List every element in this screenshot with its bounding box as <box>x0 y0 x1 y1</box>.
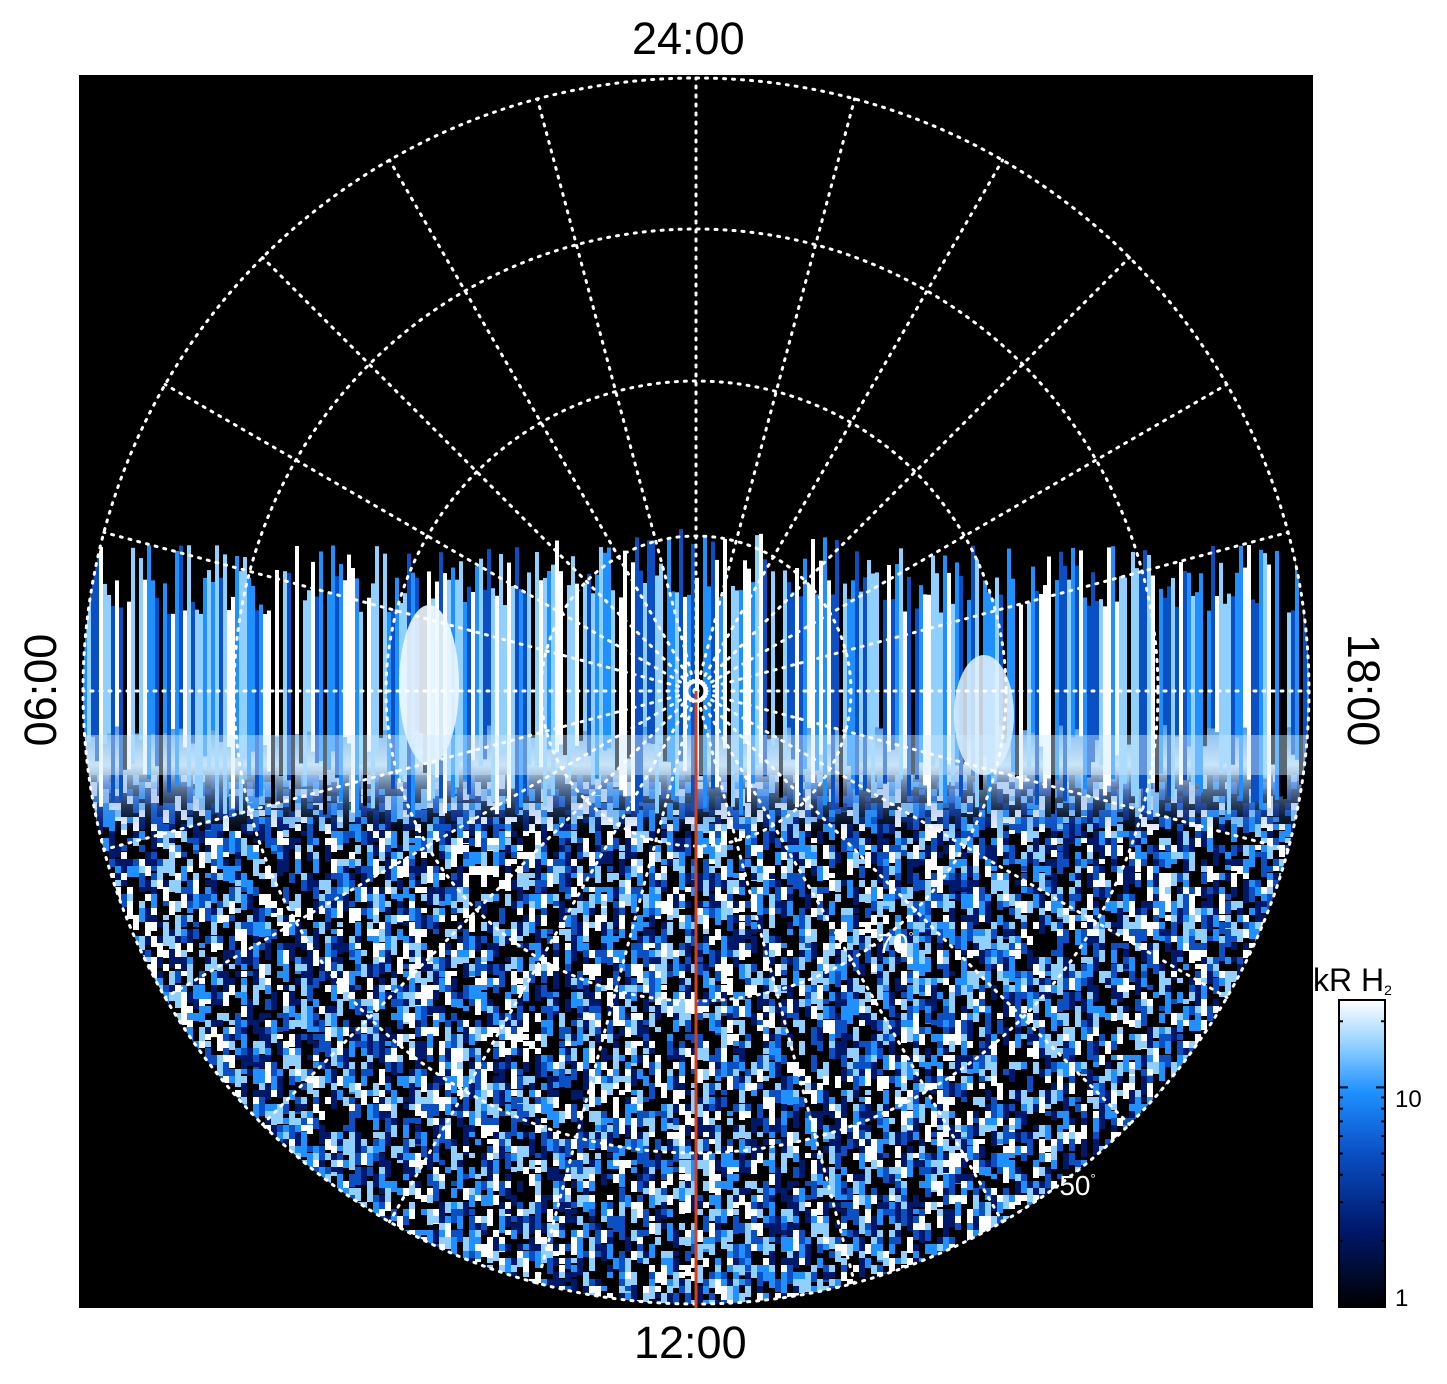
meridian-line-1 <box>694 97 857 693</box>
meridian-line-13 <box>535 689 698 1285</box>
meridian-line-15 <box>261 689 698 1126</box>
colorbar-tick-label-1: 1 <box>1395 1285 1409 1312</box>
degree-mark: ° <box>1090 1171 1096 1186</box>
meridian-line-17 <box>102 689 698 852</box>
meridian-line-5 <box>694 530 1290 693</box>
latitude-label-70: -70° <box>868 928 914 960</box>
meridian-line-23 <box>535 97 698 693</box>
meridian-line-8 <box>694 689 1229 999</box>
local-time-label-right: 18:00 <box>1338 633 1389 747</box>
colorbar-gradient <box>1338 999 1386 1308</box>
colorbar-unit: kR H <box>1313 962 1385 998</box>
colorbar-unit-subscript: 2 <box>1384 982 1392 998</box>
bright-patch <box>399 605 459 765</box>
meridian-line-9 <box>694 689 1131 1126</box>
latitude-value: -50 <box>1050 1170 1091 1201</box>
meridian-line-2 <box>694 158 1004 693</box>
degree-mark: ° <box>908 929 914 944</box>
meridian-line-7 <box>694 689 1290 852</box>
meridian-line-19 <box>102 530 698 693</box>
colorbar-title: kR H2 <box>1313 962 1392 999</box>
meridian-line-16 <box>163 689 698 999</box>
bright-patch <box>954 655 1014 775</box>
meridian-line-22 <box>388 158 698 693</box>
colorbar-ticks <box>1338 1020 1386 1308</box>
latitude-label-50: -50° <box>1050 1170 1096 1202</box>
meridian-line-4 <box>694 383 1229 693</box>
meridian-line-11 <box>694 689 857 1285</box>
local-time-label-bottom: 12:00 <box>634 1317 747 1368</box>
circle-marker-icon <box>684 679 708 703</box>
polar-projection-svg <box>79 75 1313 1308</box>
colorbar-svg <box>1338 999 1386 1308</box>
meridian-line-21 <box>261 256 698 693</box>
colorbar <box>1338 999 1386 1308</box>
latitude-value: -70 <box>868 928 909 959</box>
colorbar-tick-label-10: 10 <box>1395 1086 1422 1113</box>
meridian-line-10 <box>694 689 1004 1224</box>
meridian-line-14 <box>388 689 698 1224</box>
polar-projection-plot <box>79 75 1313 1308</box>
meridian-line-20 <box>163 383 698 693</box>
meridian-line-3 <box>694 256 1131 693</box>
local-time-label-top: 24:00 <box>632 13 745 64</box>
local-time-label-left: 06:00 <box>15 633 66 747</box>
